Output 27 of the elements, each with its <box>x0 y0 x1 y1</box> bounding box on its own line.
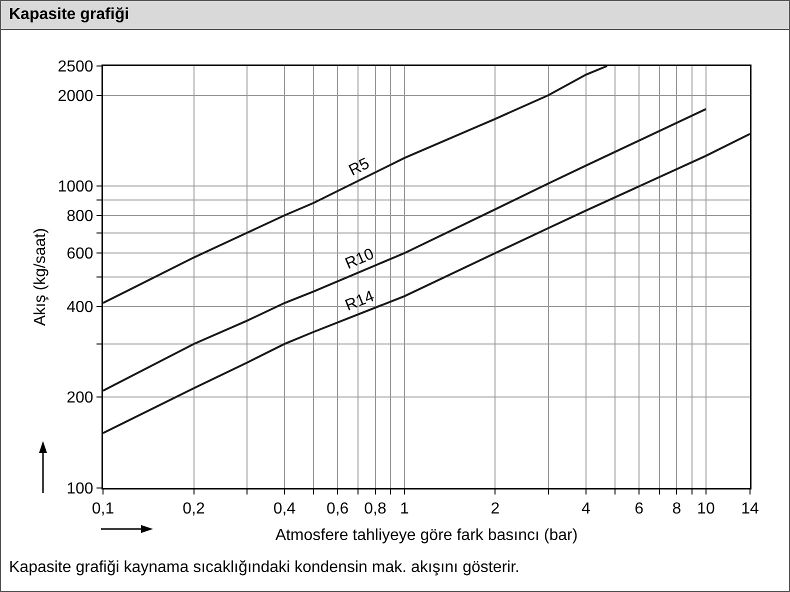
x-tick-label: 6 <box>634 500 644 518</box>
x-axis-title: Atmosfere tahliyeye göre fark basıncı (bar) <box>275 527 578 544</box>
y-tick-label: 1000 <box>58 178 94 196</box>
y-tick-label: 600 <box>66 246 94 263</box>
text: Kapasite grafiği kaynama sıcaklığındaki kondensin mak. akışını gösterir. <box>9 559 520 577</box>
chart-title: Kapasite grafiği <box>1 1 789 30</box>
x-tick-label: 0,1 <box>92 500 114 518</box>
x-tick-label: 1 <box>400 500 410 518</box>
x-tick-label: 4 <box>582 500 591 518</box>
y-axis-title: Akış (kg/saat) <box>32 228 49 326</box>
x-tick-label: 0,4 <box>273 500 296 518</box>
text: R14 <box>343 288 377 315</box>
y-tick-label: 100 <box>66 480 94 498</box>
y-tick-label: 2500 <box>58 58 94 76</box>
x-tick-label: 2 <box>490 500 500 518</box>
x-tick-label: 14 <box>741 500 759 518</box>
text: R5 <box>346 155 372 180</box>
x-tick-label: 8 <box>672 500 682 518</box>
x-tick-label: 0,2 <box>182 500 205 518</box>
x-tick-label: 0,8 <box>364 500 386 518</box>
x-tick-label: 0,6 <box>326 500 349 518</box>
y-tick-label: 2000 <box>58 88 94 105</box>
y-tick-label: 800 <box>66 208 94 225</box>
x-tick-label: 10 <box>697 500 715 518</box>
y-tick-label: 200 <box>66 390 94 407</box>
y-tick-label: 400 <box>66 298 94 316</box>
text: R10 <box>342 246 377 273</box>
